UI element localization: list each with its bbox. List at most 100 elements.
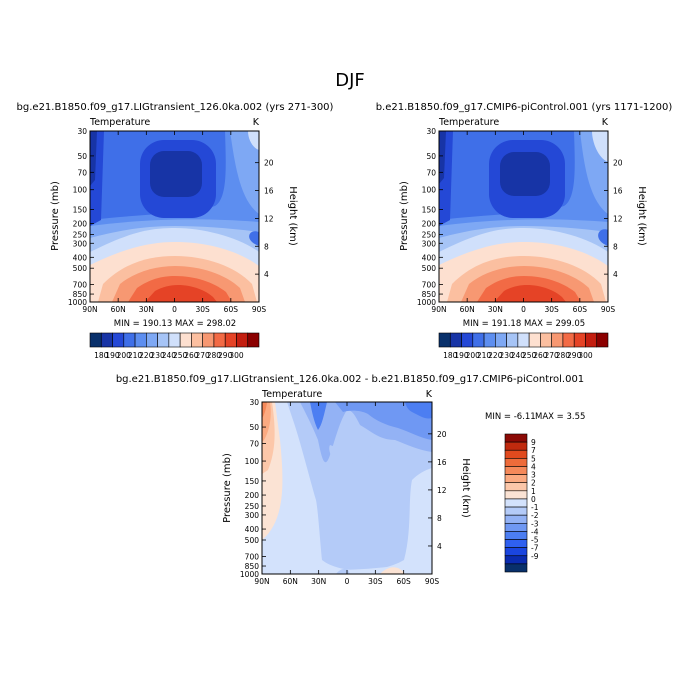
panel-picontrol-colorbar-label: 260	[533, 351, 548, 360]
panel-picontrol-colorbar-label: 270	[545, 351, 560, 360]
panel-diff-colorbar-label: -7	[531, 544, 539, 553]
panel-lig: bg.e21.B1850.f09_g17.LIGtransient_126.0k…	[17, 102, 334, 360]
panel-picontrol-ptick-label: 300	[422, 239, 437, 248]
panel-diff-ptick-label: 250	[245, 502, 260, 511]
panel-picontrol-colorbar-label: 200	[466, 351, 481, 360]
panel-diff-colorbar-swatch	[504, 490, 528, 500]
panel-lig-colorbar-swatch	[146, 332, 158, 348]
panel-diff-colorbar-swatch	[504, 514, 528, 524]
panel-diff-colorbar-label: -1	[531, 503, 539, 512]
panel-picontrol-colorbar-swatch	[528, 332, 541, 348]
panel-diff-ticks: 3050701001502002503004005007008501000481…	[240, 398, 447, 586]
panel-diff-colorbar-swatch	[504, 498, 528, 508]
diff-level-10	[329, 445, 353, 473]
panel-lig-colorbar-swatch	[179, 332, 192, 348]
panel-diff-ptick-label: 150	[245, 477, 260, 486]
lig-level-15	[145, 285, 217, 302]
panel-lig-colorbar-swatch	[89, 332, 102, 348]
panel-picontrol-ptick-label: 70	[426, 168, 436, 177]
panel-diff-colorbar-swatch	[504, 539, 528, 548]
panel-diff-ptick-label: 1000	[240, 570, 259, 579]
panel-lig-colorbar-label: 300	[229, 351, 244, 360]
diff-level-11	[367, 445, 390, 470]
panel-lig-colorbar-swatch	[168, 332, 181, 348]
panel-picontrol-xtick-label: 30N	[488, 305, 503, 314]
panel-diff-xtick-label: 60N	[283, 577, 298, 586]
panel-diff-htick-label: 8	[437, 514, 442, 523]
panel-lig-xtick-label: 60S	[224, 305, 239, 314]
panel-diff-y2-title: Height (km)	[460, 458, 471, 518]
panel-lig-ptick-label: 300	[73, 239, 88, 248]
panel-diff-xtick-label: 0	[345, 577, 350, 586]
panel-diff-xtick-label: 60S	[397, 577, 412, 586]
panel-picontrol-colorbar-label: 300	[578, 351, 593, 360]
panel-diff-ptick-label: 50	[249, 423, 259, 432]
panel-picontrol-colorbar-swatch	[551, 332, 564, 348]
panel-diff-colorbar-swatch	[504, 555, 528, 565]
panel-picontrol-colorbar-swatch	[506, 332, 519, 348]
panel-diff-colorbar-label: 3	[531, 471, 536, 480]
panel-diff-colorbar-swatch	[504, 522, 528, 532]
panel-diff-ptick-label: 100	[245, 457, 260, 466]
panel-diff-colorbar-label: -3	[531, 519, 539, 528]
panel-diff-colorbar-label: -9	[531, 552, 539, 561]
panel-picontrol-colorbar-swatch	[596, 332, 609, 348]
panel-lig-colorbar-swatch	[191, 332, 203, 348]
panel-diff-htick-label: 20	[437, 430, 447, 439]
panel-diff-colorbar-swatch	[504, 441, 528, 451]
panel-picontrol-colorbar-swatch	[483, 332, 496, 348]
panel-picontrol-colorbar-swatch	[540, 332, 552, 348]
panel-lig-colorbar-swatch	[236, 332, 249, 348]
panel-diff-field	[262, 402, 432, 574]
panel-picontrol-y2-title: Height (km)	[636, 186, 647, 246]
panel-lig-ptick-label: 400	[73, 253, 88, 262]
panel-lig-ptick-label: 500	[73, 264, 88, 273]
diff-level-13	[380, 567, 405, 574]
panel-lig-xtick-label: 60N	[111, 305, 126, 314]
panel-picontrol-colorbar-swatch	[495, 332, 507, 348]
panel-diff-max: MAX = 3.55	[535, 412, 585, 422]
panel-diff-colorbar-swatch	[504, 531, 528, 540]
panel-picontrol-ptick-label: 400	[422, 253, 437, 262]
panel-picontrol-stats: MIN = 191.18 MAX = 299.05	[463, 319, 585, 329]
panel-picontrol-colorbar-label: 290	[567, 351, 582, 360]
panel-diff-left-label: Temperature	[261, 389, 322, 400]
panel-diff-colorbar-swatch	[504, 449, 528, 459]
panel-lig-ptick-label: 150	[73, 205, 88, 214]
panel-picontrol-xtick-label: 60S	[573, 305, 588, 314]
panel-picontrol-colorbar-label: 250	[522, 351, 537, 360]
panel-lig-ptick-label: 850	[73, 290, 88, 299]
pic-level-8	[592, 131, 608, 162]
panel-lig-left-label: Temperature	[89, 117, 150, 128]
panel-lig-colorbar-label: 210	[128, 351, 143, 360]
panel-lig-xtick-label: 90S	[252, 305, 267, 314]
panel-lig-htick-label: 12	[264, 214, 274, 223]
panel-picontrol-htick-label: 12	[613, 214, 623, 223]
panel-lig-colorbar-label: 190	[105, 351, 120, 360]
lig-level-5	[150, 151, 202, 197]
panel-diff-colorbar-label: 4	[531, 462, 536, 471]
panel-diff-colorbar-label: -5	[531, 536, 539, 545]
panel-picontrol-colorbar-swatch	[449, 332, 462, 348]
panel-diff-colorbar-label: -4	[531, 527, 539, 536]
panel-lig-ptick-label: 30	[77, 127, 87, 136]
panel-picontrol-xtick-label: 90N	[431, 305, 446, 314]
panel-lig-right-label: K	[253, 117, 260, 128]
diff-level-4	[262, 402, 267, 418]
panel-diff-min: MIN = -6.11	[485, 412, 536, 422]
panel-diff-xtick-label: 30S	[368, 577, 383, 586]
lig-level-8	[248, 131, 259, 150]
panel-picontrol-colorbar-swatch	[472, 332, 485, 348]
panel-picontrol-colorbar-swatch	[573, 332, 586, 348]
panel-picontrol-ptick-label: 30	[426, 127, 436, 136]
panel-diff-xtick-label: 90S	[425, 577, 440, 586]
panel-diff-right-label: K	[426, 389, 433, 400]
panel-picontrol-right-label: K	[602, 117, 609, 128]
panel-lig-colorbar-label: 260	[184, 351, 199, 360]
diff-level-14	[336, 569, 350, 574]
panel-diff-ptick-label: 300	[245, 511, 260, 520]
panel-lig-colorbar-label: 270	[196, 351, 211, 360]
diff-level-8	[310, 402, 327, 430]
